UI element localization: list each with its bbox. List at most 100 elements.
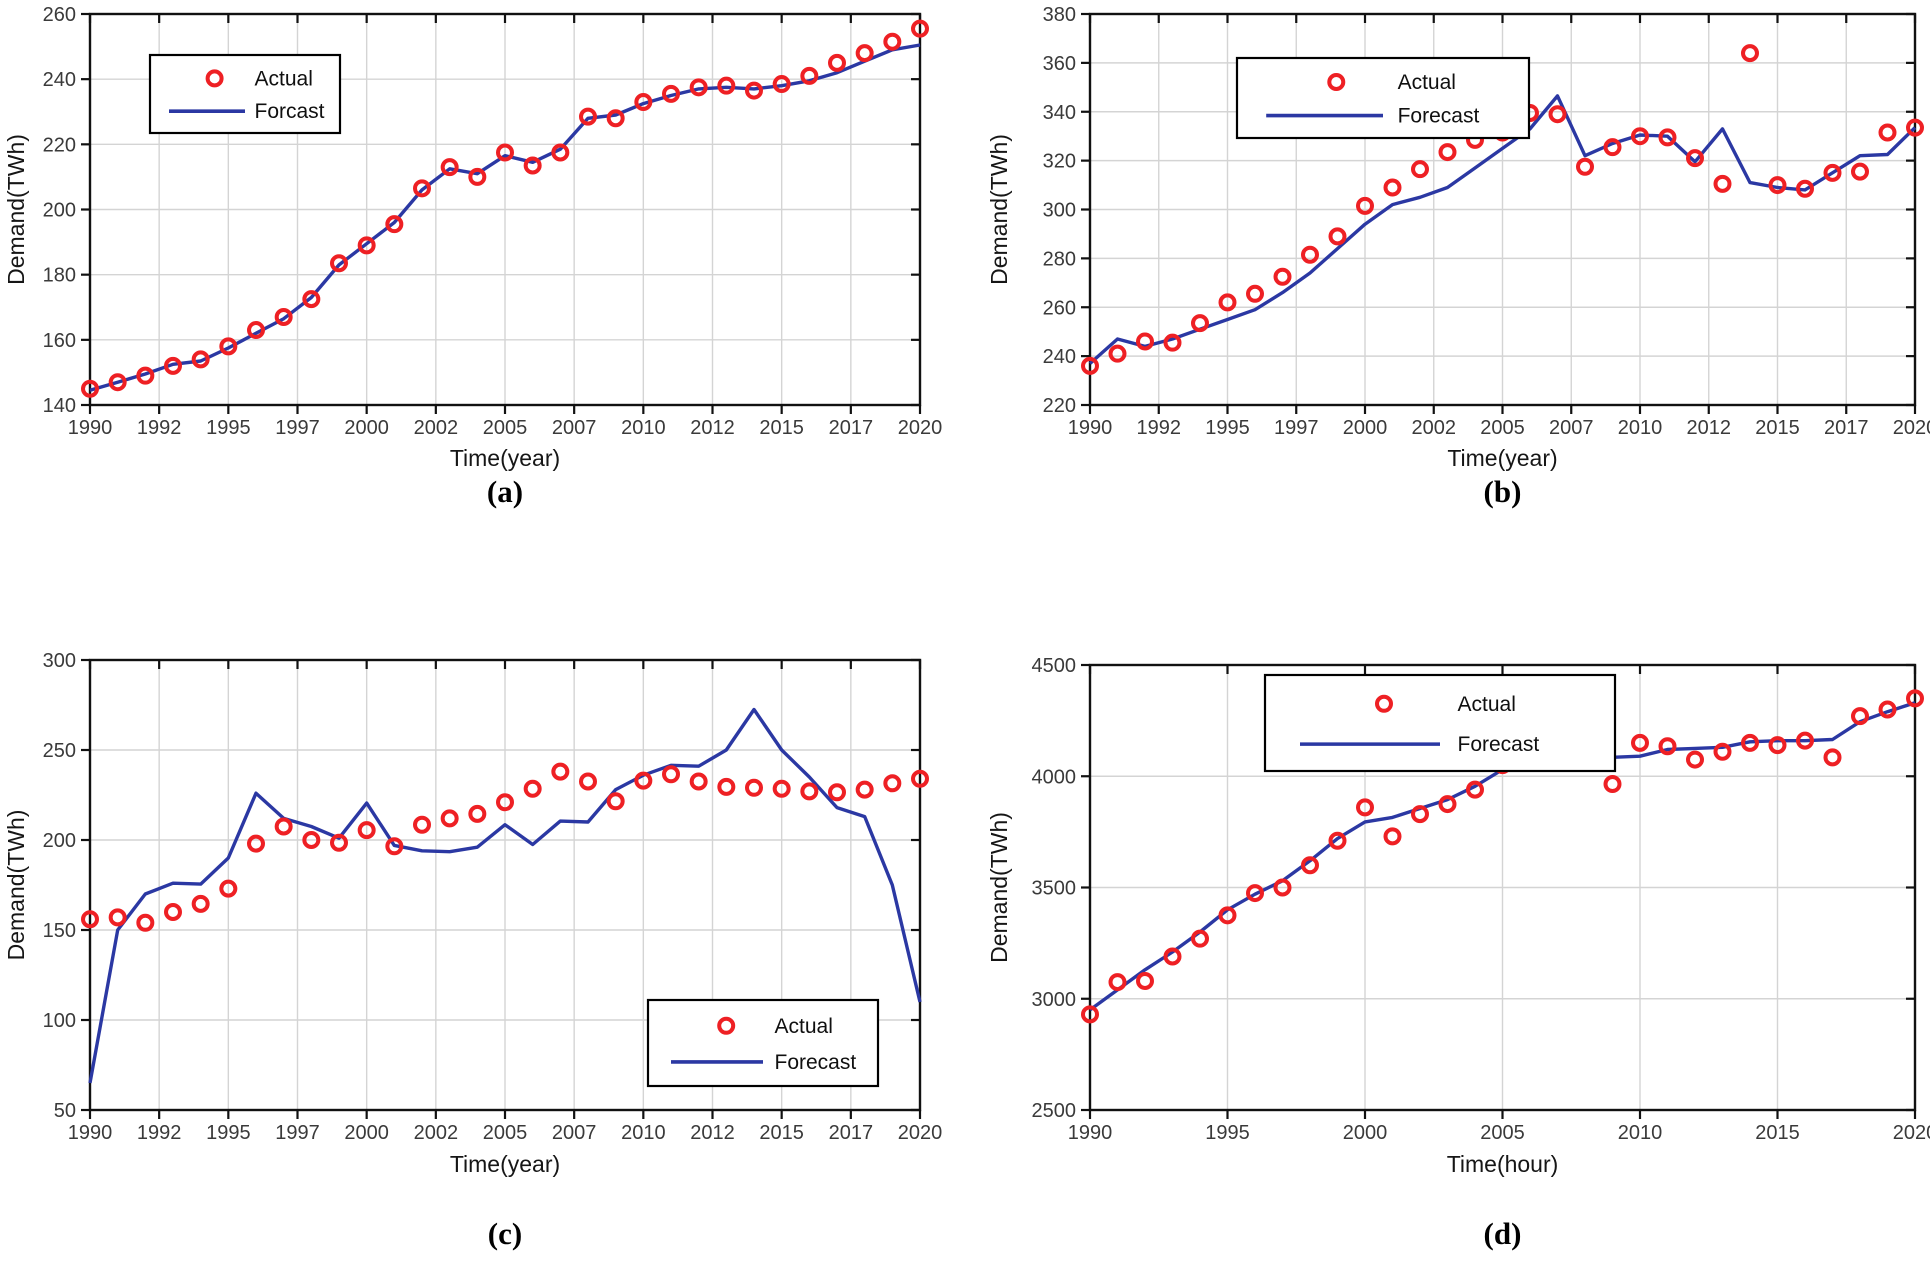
actual-marker — [717, 777, 736, 796]
x-tick-label: 1995 — [206, 1122, 251, 1144]
actual-marker — [385, 215, 404, 234]
actual-marker — [1328, 831, 1347, 850]
x-tick-label: 1995 — [206, 417, 251, 439]
actual-marker — [247, 834, 265, 853]
actual-marker — [1603, 138, 1622, 157]
actual-marker — [1466, 780, 1484, 799]
y-tick-label: 320 — [1043, 151, 1076, 173]
forecast-line — [88, 707, 922, 1084]
y-tick-label: 160 — [43, 330, 76, 352]
panel-b: 1990 1992 1995 1997 2000 2002 2005 2007 2010 2012… — [965, 0, 1930, 620]
actual-marker — [579, 107, 597, 126]
legend-actual-label: Actual — [775, 1015, 833, 1038]
actual-marker — [1191, 314, 1209, 333]
actual-marker — [772, 779, 791, 798]
x-tick-label: 2012 — [1687, 417, 1732, 439]
x-tick-label: 2015 — [759, 1122, 804, 1144]
actual-marker — [1136, 971, 1154, 990]
x-tick-label: 2015 — [1755, 417, 1800, 439]
x-tick-label: 1997 — [275, 1122, 320, 1144]
x-tick-label: 2000 — [1343, 1122, 1388, 1144]
legend-box — [1235, 56, 1531, 140]
actual-marker — [274, 817, 293, 836]
x-tick-label: 2010 — [1618, 1122, 1663, 1144]
y-tick-label: 240 — [1043, 346, 1076, 368]
actual-marker — [689, 772, 708, 791]
actual-marker — [330, 254, 348, 273]
y-tick-label: 4500 — [1032, 655, 1077, 677]
y-tick-label: 250 — [43, 740, 76, 762]
actual-marker — [800, 782, 819, 801]
x-axis-label: Time(year) — [450, 445, 560, 471]
legend-forecast-label: Forcast — [255, 100, 325, 123]
actual-marker — [164, 903, 182, 921]
y-tick-label: 100 — [43, 1010, 76, 1032]
actual-marker — [81, 379, 99, 398]
x-tick-label: 2015 — [759, 417, 804, 439]
actual-marker — [164, 356, 182, 375]
actual-marker — [413, 815, 431, 834]
y-tick-label: 360 — [1043, 53, 1076, 75]
x-tick-label: 1997 — [275, 417, 320, 439]
x-tick-label: 2015 — [1755, 1122, 1800, 1144]
legend-actual-label: Actual — [1458, 693, 1516, 716]
actual-marker — [1411, 160, 1429, 179]
x-tick-label: 2020 — [898, 417, 943, 439]
legend-actual-marker-icon — [1375, 694, 1393, 713]
actual-marker — [634, 771, 653, 790]
actual-marker — [1658, 128, 1677, 147]
actual-marker — [1823, 748, 1842, 767]
actual-marker — [1163, 947, 1182, 966]
x-tick-label: 2020 — [1893, 1122, 1930, 1144]
y-tick-label: 240 — [43, 69, 76, 91]
legend-forecast-label: Forecast — [775, 1051, 857, 1074]
actual-marker — [302, 290, 321, 309]
actual-marker — [1851, 162, 1869, 181]
x-tick-label: 2017 — [829, 1122, 874, 1144]
actual-marker — [1823, 163, 1842, 182]
actual-marker — [911, 19, 929, 38]
y-tick-label: 340 — [1043, 102, 1076, 124]
actual-marker — [828, 53, 846, 72]
x-tick-label: 2005 — [483, 417, 528, 439]
x-tick-label: 2007 — [552, 1122, 597, 1144]
y-axis-label: Demand(TWh) — [3, 134, 29, 285]
actual-marker — [440, 809, 459, 828]
actual-marker — [579, 772, 597, 791]
actual-marker — [855, 780, 874, 799]
y-tick-label: 180 — [43, 265, 76, 287]
chart-a: 1990 1992 1995 1997 2000 2002 2005 2007 2010 2012… — [3, 4, 943, 509]
actual-marker — [1438, 143, 1457, 162]
x-tick-label: 2005 — [1480, 1122, 1525, 1144]
actual-marker — [523, 156, 542, 175]
x-tick-label: 2012 — [690, 1122, 735, 1144]
actual-marker — [385, 837, 404, 856]
legend-actual-marker-icon — [1327, 73, 1346, 91]
actual-marker — [191, 350, 210, 369]
actual-marker — [1686, 750, 1704, 769]
x-tick-label: 1990 — [1068, 1122, 1113, 1144]
y-tick-label: 200 — [43, 200, 76, 222]
actual-marker — [1631, 733, 1649, 752]
x-tick-label: 2000 — [1343, 417, 1388, 439]
actual-marker — [1603, 775, 1622, 794]
panel-caption: (d) — [1484, 1216, 1522, 1251]
actual-marker — [1658, 737, 1677, 756]
actual-marker — [1383, 178, 1402, 197]
y-tick-label: 260 — [43, 4, 76, 26]
y-axis-label: Demand(TWh) — [986, 134, 1012, 285]
chart-b: 1990 1992 1995 1997 2000 2002 2005 2007 2010 2012… — [986, 4, 1930, 509]
actual-marker — [1246, 284, 1264, 303]
x-tick-label: 1990 — [1068, 417, 1113, 439]
x-tick-label: 1992 — [137, 1122, 182, 1144]
actual-marker — [1383, 827, 1402, 846]
y-tick-label: 300 — [1043, 200, 1076, 222]
x-tick-label: 1990 — [68, 1122, 113, 1144]
actual-marker — [496, 793, 514, 812]
actual-marker — [883, 774, 902, 793]
actual-marker — [219, 879, 238, 898]
x-tick-label: 2017 — [1824, 417, 1869, 439]
panel-caption: (b) — [1484, 474, 1522, 509]
x-tick-label: 1990 — [68, 417, 113, 439]
